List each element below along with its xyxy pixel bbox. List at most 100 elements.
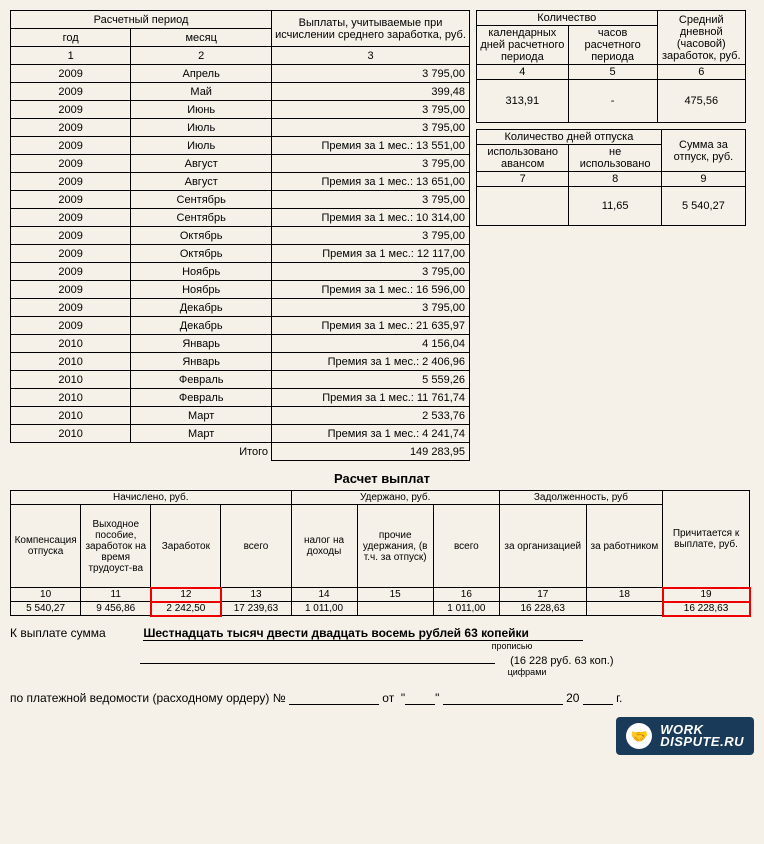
sum-sub2: цифрами bbox=[300, 667, 754, 677]
cell-year: 2009 bbox=[11, 119, 131, 137]
cell-value: 3 795,00 bbox=[272, 191, 470, 209]
calc-n16: 16 bbox=[433, 588, 499, 602]
cell-year: 2010 bbox=[11, 407, 131, 425]
cell-year: 2009 bbox=[11, 155, 131, 173]
pay-header: Выплаты, учитываемые при исчислении сред… bbox=[272, 11, 470, 47]
cell-month: Декабрь bbox=[131, 317, 272, 335]
table-row: 2009АвгустПремия за 1 мес.: 13 651,00 bbox=[11, 173, 470, 191]
qty-n4: 4 bbox=[477, 65, 569, 80]
calc-n15: 15 bbox=[357, 588, 433, 602]
cell-year: 2009 bbox=[11, 281, 131, 299]
calc-table: Начислено, руб. Удержано, руб. Задолженн… bbox=[10, 490, 750, 616]
table-row: 2009Август3 795,00 bbox=[11, 155, 470, 173]
calc-v14: 1 011,00 bbox=[291, 602, 357, 616]
cell-year: 2009 bbox=[11, 299, 131, 317]
cell-year: 2010 bbox=[11, 389, 131, 407]
calc-c14: налог на доходы bbox=[291, 505, 357, 588]
calc-c18: за работником bbox=[586, 505, 662, 588]
qty-v6: 475,56 bbox=[657, 80, 745, 123]
cell-year: 2009 bbox=[11, 65, 131, 83]
calc-c12: Заработок bbox=[151, 505, 221, 588]
table-row: 2009ДекабрьПремия за 1 мес.: 21 635,97 bbox=[11, 317, 470, 335]
cell-month: Февраль bbox=[131, 371, 272, 389]
cell-value: 3 795,00 bbox=[272, 65, 470, 83]
calc-v12: 2 242,50 bbox=[151, 602, 221, 616]
calc-v15 bbox=[357, 602, 433, 616]
calc-n12: 12 bbox=[151, 588, 221, 602]
calc-g3: Задолженность, руб bbox=[499, 491, 662, 505]
cell-value: Премия за 1 мес.: 2 406,96 bbox=[272, 353, 470, 371]
total-label: Итого bbox=[11, 443, 272, 461]
col-month: месяц bbox=[131, 29, 272, 47]
table-row: 2009Октябрь3 795,00 bbox=[11, 227, 470, 245]
calc-n11: 11 bbox=[81, 588, 151, 602]
pay-line: по платежной ведомости (расходному ордер… bbox=[10, 691, 754, 705]
pay-p1: по платежной ведомости (расходному ордер… bbox=[10, 691, 286, 705]
qty-col4: календарных дней расчетного периода bbox=[477, 26, 569, 65]
digits-row: (16 228 руб. 63 коп.) bbox=[10, 655, 754, 667]
calc-c15: прочие удержания, (в т.ч. за отпуск) bbox=[357, 505, 433, 588]
leave-v7 bbox=[477, 187, 569, 226]
calc-v11: 9 456,86 bbox=[81, 602, 151, 616]
leave-col7: использовано авансом bbox=[477, 145, 569, 172]
colnum-3: 3 bbox=[272, 47, 470, 65]
table-row: 2010МартПремия за 1 мес.: 4 241,74 bbox=[11, 425, 470, 443]
handshake-icon: 🤝 bbox=[626, 723, 652, 749]
qty-n6: 6 bbox=[657, 65, 745, 80]
pay-blank-num bbox=[289, 692, 379, 705]
cell-year: 2010 bbox=[11, 353, 131, 371]
cell-year: 2009 bbox=[11, 245, 131, 263]
cell-month: Август bbox=[131, 173, 272, 191]
calc-v16: 1 011,00 bbox=[433, 602, 499, 616]
cell-month: Январь bbox=[131, 353, 272, 371]
calc-title: Расчет выплат bbox=[10, 471, 754, 486]
table-row: 2009ОктябрьПремия за 1 мес.: 12 117,00 bbox=[11, 245, 470, 263]
qty-v4: 313,91 bbox=[477, 80, 569, 123]
table-row: 2009Апрель3 795,00 bbox=[11, 65, 470, 83]
sum-digits: (16 228 руб. 63 коп.) bbox=[510, 655, 613, 667]
leave-n9: 9 bbox=[661, 172, 745, 187]
calc-n19: 19 bbox=[663, 588, 750, 602]
cell-value: 3 795,00 bbox=[272, 155, 470, 173]
cell-value: Премия за 1 мес.: 13 551,00 bbox=[272, 137, 470, 155]
table-row: 2009Декабрь3 795,00 bbox=[11, 299, 470, 317]
table-row: 2009Сентябрь3 795,00 bbox=[11, 191, 470, 209]
cell-month: Сентябрь bbox=[131, 191, 272, 209]
calc-g2: Удержано, руб. bbox=[291, 491, 499, 505]
cell-year: 2009 bbox=[11, 317, 131, 335]
cell-value: 3 795,00 bbox=[272, 299, 470, 317]
cell-month: Январь bbox=[131, 335, 272, 353]
cell-value: Премия за 1 мес.: 12 117,00 bbox=[272, 245, 470, 263]
table-row: 2010Март2 533,76 bbox=[11, 407, 470, 425]
cell-month: Март bbox=[131, 407, 272, 425]
cell-value: Премия за 1 мес.: 16 596,00 bbox=[272, 281, 470, 299]
leave-col9: Сумма за отпуск, руб. bbox=[661, 130, 745, 172]
cell-value: 4 156,04 bbox=[272, 335, 470, 353]
cell-value: 3 795,00 bbox=[272, 101, 470, 119]
pay-blank-month bbox=[443, 692, 563, 705]
cell-month: Май bbox=[131, 83, 272, 101]
qty-v5: - bbox=[568, 80, 657, 123]
table-row: 2010ЯнварьПремия за 1 мес.: 2 406,96 bbox=[11, 353, 470, 371]
cell-year: 2009 bbox=[11, 173, 131, 191]
cell-month: Сентябрь bbox=[131, 209, 272, 227]
calc-g1: Начислено, руб. bbox=[11, 491, 292, 505]
colnum-2: 2 bbox=[131, 47, 272, 65]
cell-month: Июль bbox=[131, 137, 272, 155]
table-row: 2010Февраль5 559,26 bbox=[11, 371, 470, 389]
leave-v9: 5 540,27 bbox=[661, 187, 745, 226]
table-row: 2009СентябрьПремия за 1 мес.: 10 314,00 bbox=[11, 209, 470, 227]
cell-month: Ноябрь bbox=[131, 281, 272, 299]
table-row: 2009НоябрьПремия за 1 мес.: 16 596,00 bbox=[11, 281, 470, 299]
calc-c11: Выходное пособие, заработок на время тру… bbox=[81, 505, 151, 588]
pay-blank-year bbox=[583, 692, 613, 705]
cell-month: Ноябрь bbox=[131, 263, 272, 281]
colnum-1: 1 bbox=[11, 47, 131, 65]
logo: 🤝 WORK DISPUTE.RU bbox=[616, 717, 754, 755]
sum-line: К выплате сумма Шестнадцать тысяч двести… bbox=[10, 626, 754, 641]
calc-n14: 14 bbox=[291, 588, 357, 602]
pay-p2: от bbox=[382, 691, 394, 705]
calc-v18 bbox=[586, 602, 662, 616]
calc-v17: 16 228,63 bbox=[499, 602, 586, 616]
cell-value: 5 559,26 bbox=[272, 371, 470, 389]
